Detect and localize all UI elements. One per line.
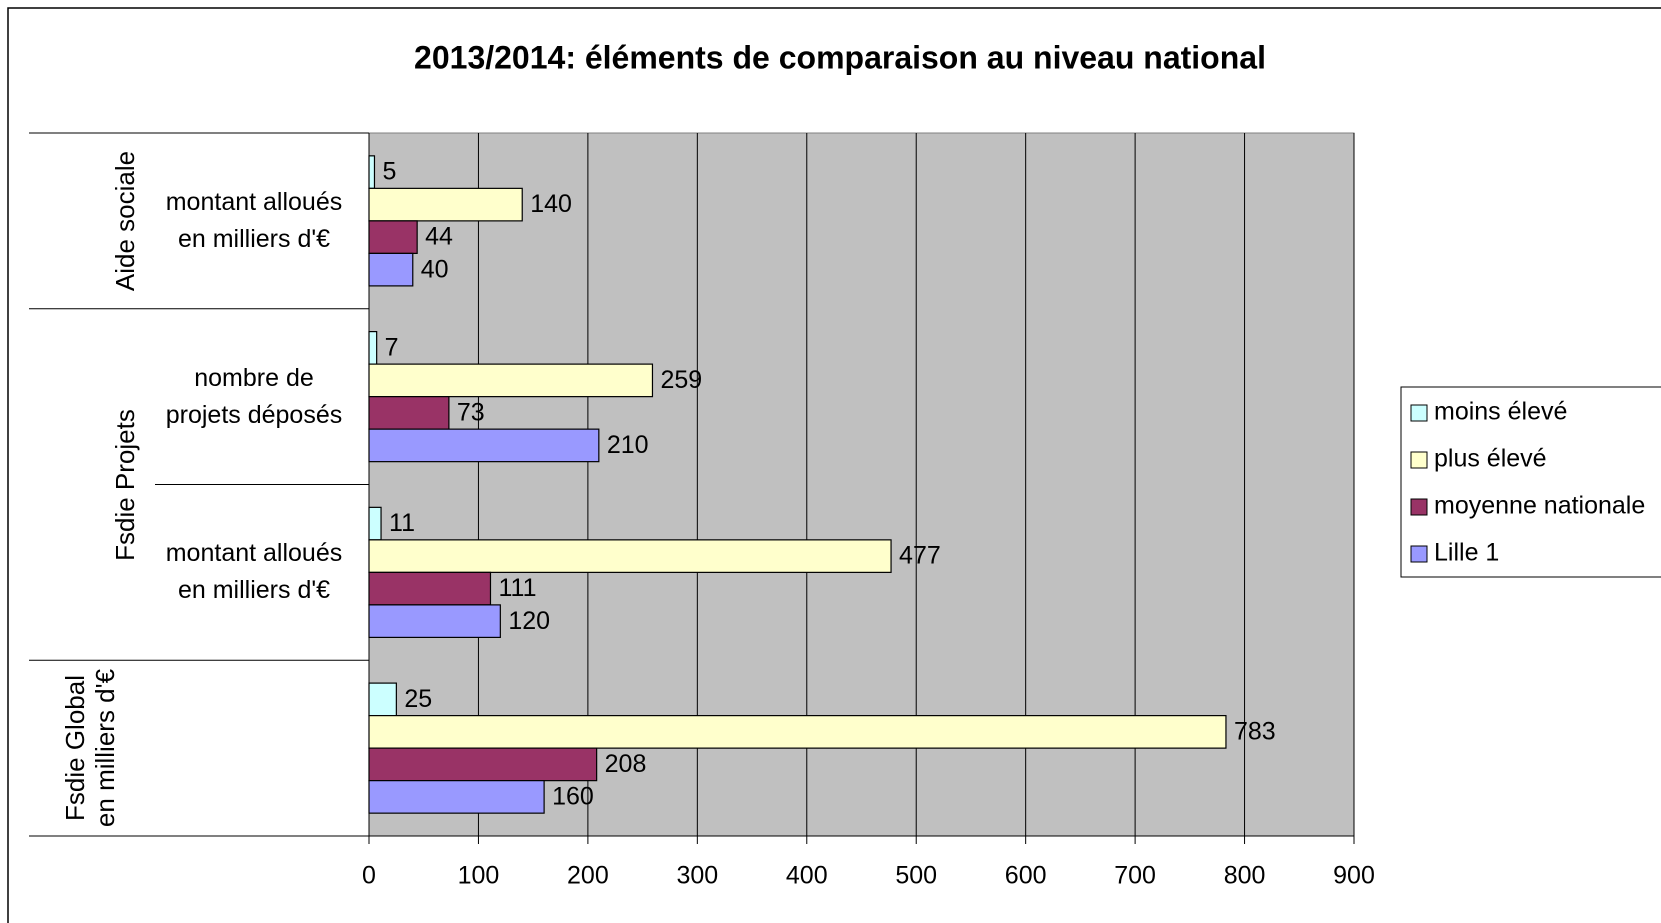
group-label: Aide sociale bbox=[110, 150, 140, 291]
x-tick-label: 100 bbox=[458, 862, 500, 890]
legend-box bbox=[1400, 386, 1661, 578]
data-label: 11 bbox=[389, 509, 415, 537]
x-tick-label: 500 bbox=[895, 862, 937, 890]
x-tick-label: 900 bbox=[1333, 862, 1375, 890]
data-label: 208 bbox=[605, 750, 647, 778]
bar bbox=[368, 396, 450, 430]
bar bbox=[368, 187, 523, 222]
data-label: 120 bbox=[508, 607, 550, 635]
data-label: 5 bbox=[382, 158, 396, 186]
data-label: 160 bbox=[552, 783, 594, 811]
bar bbox=[368, 539, 892, 573]
group-label: Fsdie Global en milliers d'€ bbox=[60, 669, 120, 828]
bar bbox=[368, 428, 600, 463]
x-tick-label: 400 bbox=[786, 862, 828, 890]
legend-label: Lille 1 bbox=[1434, 539, 1499, 567]
legend-swatch bbox=[1410, 404, 1428, 422]
legend-swatch bbox=[1410, 498, 1428, 516]
data-label: 40 bbox=[421, 255, 449, 283]
x-tick-label: 600 bbox=[1005, 862, 1047, 890]
x-tick-label: 800 bbox=[1224, 862, 1266, 890]
data-label: 477 bbox=[899, 542, 941, 570]
bar bbox=[368, 220, 418, 254]
legend-swatch bbox=[1410, 451, 1428, 469]
bar bbox=[368, 747, 598, 782]
data-label: 73 bbox=[457, 398, 485, 426]
category-label: nombre de projets déposés bbox=[165, 363, 343, 429]
bar bbox=[368, 506, 382, 541]
data-label: 111 bbox=[498, 574, 536, 602]
chart-title: 2013/2014: éléments de comparaison au ni… bbox=[414, 39, 1266, 75]
bar bbox=[368, 571, 492, 606]
bar bbox=[368, 252, 414, 287]
x-tick-label: 300 bbox=[676, 862, 718, 890]
data-label: 259 bbox=[660, 366, 702, 394]
legend-label: moyenne nationale bbox=[1434, 492, 1645, 520]
legend-label: plus élevé bbox=[1434, 445, 1547, 473]
data-label: 210 bbox=[607, 431, 649, 459]
x-tick-label: 200 bbox=[567, 862, 609, 890]
category-label: montant alloués en milliers d'€ bbox=[165, 539, 343, 605]
x-tick-label: 0 bbox=[362, 862, 376, 890]
bar bbox=[368, 780, 545, 814]
data-label: 783 bbox=[1234, 717, 1276, 745]
bar bbox=[368, 604, 501, 639]
bar bbox=[368, 715, 1227, 749]
category-label: montant alloués en milliers d'€ bbox=[165, 187, 343, 253]
data-label: 44 bbox=[425, 223, 453, 251]
bar bbox=[368, 155, 376, 189]
data-label: 140 bbox=[530, 190, 572, 218]
bar bbox=[368, 330, 378, 365]
group-label: Fsdie Projets bbox=[110, 408, 140, 561]
bar bbox=[368, 682, 397, 717]
bar bbox=[368, 363, 654, 398]
legend-swatch bbox=[1410, 545, 1428, 563]
legend-label: moins élevé bbox=[1434, 398, 1567, 426]
x-tick-label: 700 bbox=[1114, 862, 1156, 890]
data-label: 25 bbox=[404, 685, 432, 713]
data-label: 7 bbox=[385, 333, 399, 361]
